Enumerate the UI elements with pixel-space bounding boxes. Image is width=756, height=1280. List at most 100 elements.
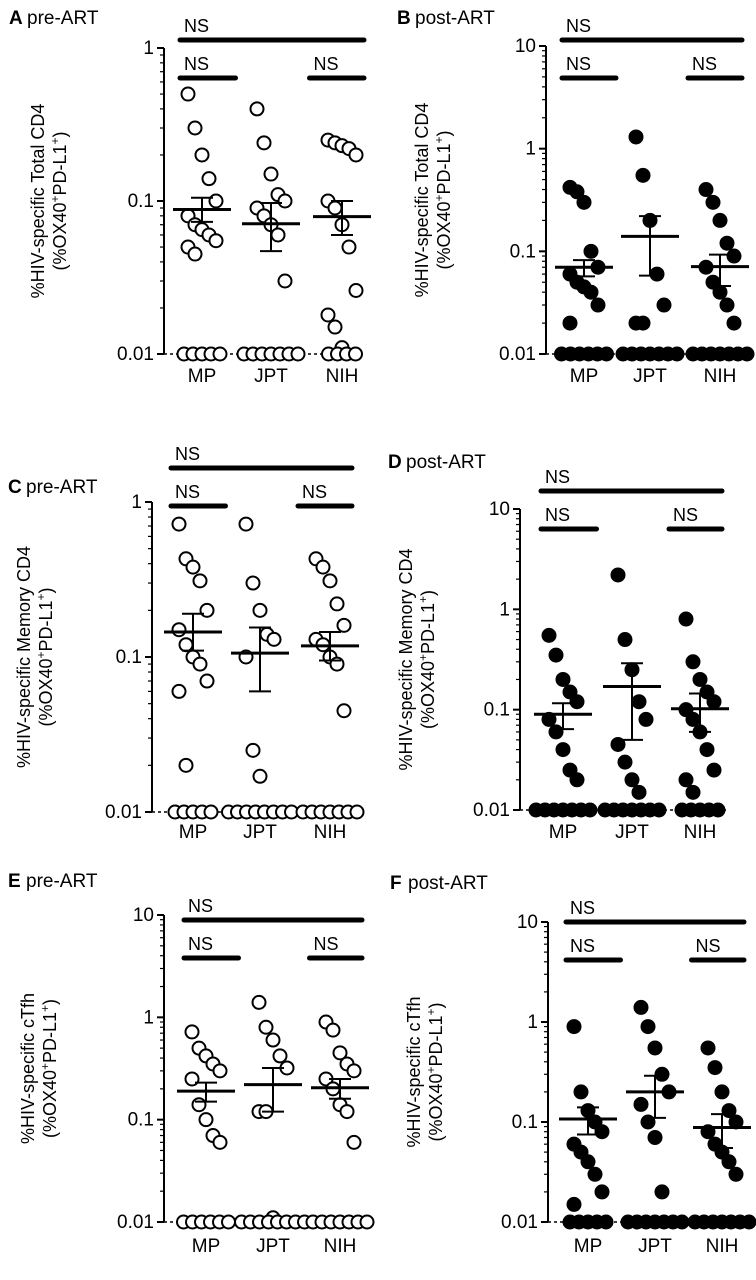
x-category-label: JPT (254, 366, 288, 387)
data-point (272, 1048, 288, 1064)
y-axis-label-part: (%OX40 (418, 661, 438, 729)
data-point (194, 147, 210, 163)
data-point (647, 1129, 663, 1145)
superscript-plus: + (34, 593, 48, 600)
significance-label: NS (175, 444, 200, 464)
data-point (238, 516, 254, 532)
y-tick-label: 10 (133, 905, 154, 926)
significance-label: NS (545, 467, 570, 487)
panel-letter: A (9, 8, 23, 29)
y-axis-label-part: PD-L1 (50, 144, 70, 195)
data-point (277, 273, 293, 289)
significance-label: NS (566, 16, 591, 36)
superscript-plus: + (48, 196, 62, 203)
panel-letter: D (388, 452, 402, 473)
y-tick-label: 0.01 (501, 1212, 538, 1233)
y-tick-label: 10 (515, 36, 536, 57)
data-point (712, 212, 728, 228)
y-axis-label-part: (%OX40 (36, 659, 56, 727)
data-point (245, 742, 261, 758)
y-axis-label-part: ) (426, 1002, 446, 1008)
y-tick-label: 1 (527, 1012, 538, 1033)
data-point (569, 184, 585, 200)
x-category-label: MP (192, 1236, 221, 1257)
y-axis-label: %HIV-specific Memory CD4 (%OX40+PD-L1+) (396, 548, 438, 770)
superscript-plus: + (38, 1063, 52, 1070)
data-point (332, 1045, 348, 1061)
data-point (555, 742, 571, 758)
y-tick-label: 1 (525, 139, 536, 160)
data-point (212, 1134, 228, 1150)
data-point (329, 596, 345, 612)
data-point (635, 315, 651, 331)
data-point (647, 1040, 663, 1056)
x-category-label: JPT (615, 822, 649, 843)
data-point (198, 1112, 214, 1128)
data-point (348, 283, 364, 299)
data-point (187, 246, 203, 262)
data-point (566, 1019, 582, 1035)
y-tick-label: 0.1 (512, 1112, 538, 1133)
y-axis-label-part: (%OX40 (50, 203, 70, 271)
x-category-label: MP (179, 822, 208, 843)
data-point-baseline (741, 1214, 756, 1230)
data-point (346, 1134, 362, 1150)
data-point (587, 1166, 603, 1182)
significance-label: NS (692, 54, 717, 74)
data-point (656, 297, 672, 313)
data-point-baseline (348, 346, 363, 362)
data-point (327, 319, 343, 335)
significance-label: NS (184, 54, 209, 74)
y-axis-label: %HIV-specific Total CD4 (%OX40+PD-L1+) (412, 103, 454, 298)
data-point (322, 573, 338, 589)
significance-label: NS (175, 482, 200, 502)
data-point (714, 1084, 730, 1100)
data-point (208, 233, 224, 249)
x-category-label: NIH (314, 822, 347, 843)
data-point (631, 784, 647, 800)
y-tick-label: 1 (499, 599, 510, 620)
significance-label: NS (570, 898, 595, 918)
superscript-plus: + (416, 654, 430, 661)
y-tick-label: 10 (517, 912, 538, 933)
y-axis-label-part: ) (36, 587, 56, 593)
y-tick-label: 0.1 (510, 241, 536, 262)
y-tick-label: 0.01 (117, 344, 154, 365)
y-tick-label: 1 (143, 38, 154, 59)
data-point (692, 671, 708, 687)
x-category-label: NIH (324, 1236, 357, 1257)
data-point (265, 1032, 281, 1048)
data-point (631, 694, 647, 710)
data-point (628, 129, 644, 145)
data-point (726, 315, 742, 331)
y-axis-label-part: PD-L1 (40, 1012, 60, 1063)
y-axis-label-line1: %HIV-specific Total CD4 (412, 103, 432, 298)
y-tick-label: 0.1 (484, 700, 510, 721)
data-point-baseline (203, 804, 219, 820)
panel-title: pre-ART (26, 871, 98, 892)
data-point (594, 1124, 610, 1140)
data-point (178, 757, 194, 773)
data-point (171, 683, 187, 699)
data-point (327, 200, 343, 216)
data-point (719, 297, 735, 313)
data-point-baseline (739, 346, 755, 362)
y-axis-label-line1: %HIV-specific cTfh (404, 996, 424, 1147)
data-point-baseline (582, 802, 598, 818)
significance-label: NS (570, 936, 595, 956)
data-point (706, 762, 722, 778)
y-axis-label-part: ) (40, 999, 60, 1005)
data-point (346, 1063, 362, 1079)
data-point (726, 248, 742, 264)
y-axis-label: %HIV-specific Memory CD4 (%OX40+PD-L1+) (14, 546, 56, 768)
y-tick-label: 1 (131, 492, 142, 513)
y-tick-label: 10 (489, 499, 510, 520)
y-tick-label: 0.1 (128, 1110, 154, 1131)
data-point (678, 772, 694, 788)
data-point (569, 772, 585, 788)
data-point (252, 602, 268, 618)
data-point (339, 1104, 355, 1120)
